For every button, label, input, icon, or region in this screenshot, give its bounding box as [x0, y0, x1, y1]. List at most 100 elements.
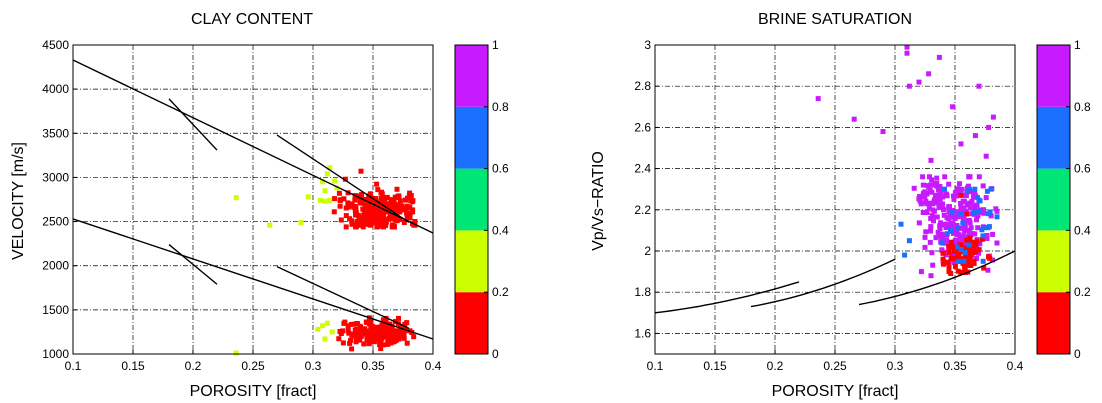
x-tick-label: 0.2: [185, 359, 202, 373]
data-point: [394, 186, 400, 192]
trend-line: [276, 265, 410, 330]
data-point: [977, 241, 983, 247]
data-point: [951, 196, 957, 202]
data-point: [396, 315, 401, 321]
y-tick-label: 2.2: [634, 203, 651, 217]
data-point: [941, 207, 946, 213]
data-point: [952, 263, 958, 269]
data-point: [927, 239, 933, 245]
data-point: [980, 183, 986, 189]
data-point: [979, 236, 985, 242]
data-point: [935, 229, 941, 235]
y-tick-label: 2.8: [634, 79, 651, 93]
data-point: [402, 205, 408, 211]
data-point: [358, 217, 364, 223]
data-point: [404, 214, 410, 220]
data-point: [400, 207, 406, 213]
data-point: [332, 196, 338, 202]
x-tick-labels: 0.1 0.15 0.2 0.25 0.3 0.35 0.4: [65, 359, 442, 373]
data-point: [971, 204, 977, 209]
data-point: [353, 334, 359, 340]
data-point: [407, 215, 413, 221]
data-point: [934, 183, 940, 189]
data-point: [961, 246, 967, 252]
data-point: [979, 210, 985, 216]
data-point: [358, 334, 364, 339]
data-point: [964, 189, 970, 195]
data-point: [958, 204, 964, 210]
data-point: [969, 248, 974, 254]
data-point: [976, 247, 982, 253]
trend-line: [654, 281, 800, 314]
data-point: [990, 257, 995, 263]
data-point: [972, 133, 978, 139]
data-point: [411, 334, 417, 340]
data-point: [374, 181, 380, 187]
y-tick-label: 2.4: [634, 162, 651, 176]
data-point: [354, 219, 360, 224]
data-point: [964, 237, 970, 243]
y-tick-label: 1.6: [634, 326, 651, 340]
data-point: [336, 336, 342, 342]
x-tick-label: 0.2: [767, 359, 784, 373]
data-point: [360, 224, 366, 230]
data-point: [396, 193, 402, 199]
data-point: [980, 258, 986, 264]
colorbar-segment: [455, 292, 488, 354]
data-point: [384, 194, 390, 200]
data-point: [994, 214, 1000, 220]
data-point: [361, 341, 367, 347]
data-point: [380, 215, 386, 221]
trend-lines: [72, 59, 434, 340]
data-point: [383, 222, 389, 228]
data-point: [404, 340, 410, 346]
data-point: [945, 224, 951, 230]
colorbar-tick-label: 0.6: [492, 162, 509, 176]
data-point: [393, 206, 399, 212]
data-point: [320, 323, 326, 329]
data-point: [389, 330, 395, 336]
data-point: [954, 244, 960, 250]
data-point: [994, 240, 1000, 246]
colorbar-segment: [1037, 106, 1070, 169]
data-point: [983, 153, 989, 159]
data-point: [409, 199, 415, 205]
data-point: [367, 337, 373, 343]
data-point: [946, 264, 952, 270]
data-point: [382, 209, 388, 215]
data-point: [233, 195, 239, 201]
y-tick-label: 3000: [42, 170, 69, 184]
data-point: [918, 269, 924, 275]
data-point: [957, 234, 963, 240]
data-point: [986, 124, 992, 130]
data-point: [936, 205, 942, 210]
data-point: [363, 211, 369, 217]
data-point: [990, 231, 996, 237]
data-point: [928, 273, 934, 279]
colorbar-tick-label: 0.4: [492, 223, 509, 237]
data-point: [975, 225, 981, 231]
colorbar: 0 0.2 0.4 0.6 0.8 1: [454, 38, 509, 361]
data-point: [949, 251, 955, 257]
data-point: [986, 211, 992, 217]
data-point: [931, 218, 936, 224]
y-tick-label: 4000: [42, 82, 69, 96]
y-tick-label: 4500: [42, 38, 69, 52]
data-point: [353, 205, 359, 210]
data-point: [923, 199, 929, 204]
y-tick-label: 1.8: [634, 285, 651, 299]
y-tick-label: 2500: [42, 215, 69, 229]
data-point: [401, 220, 407, 225]
data-point: [958, 211, 964, 217]
data-point: [950, 244, 956, 250]
data-point: [958, 269, 964, 275]
data-point: [370, 324, 375, 329]
data-point: [353, 222, 359, 228]
data-point: [410, 209, 416, 215]
data-point: [931, 200, 937, 205]
x-tick-label: 0.4: [425, 359, 442, 373]
data-point: [362, 205, 368, 211]
colorbar-tick-label: 0.2: [1074, 285, 1091, 299]
data-point: [964, 211, 970, 217]
data-point: [353, 212, 358, 218]
